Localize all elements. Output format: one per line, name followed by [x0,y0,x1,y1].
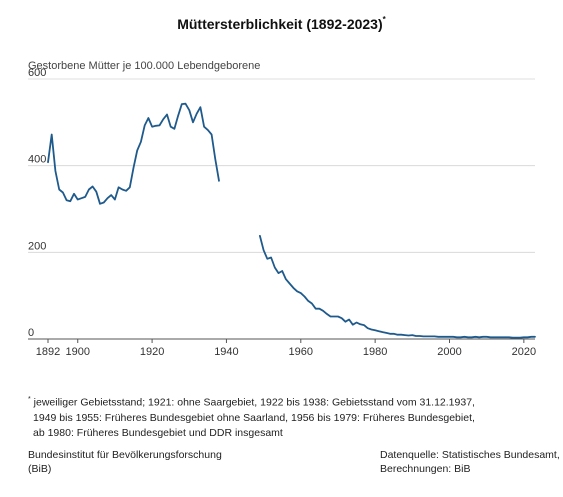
series-line-segment-2 [258,234,536,339]
footnote: * jeweiliger Gebietsstand; 1921: ohne Sa… [28,392,475,441]
x-tick-label-1892: 1892 [36,346,60,358]
footnote-line-2: 1949 bis 1955: Früheres Bundesgebiet ohn… [33,411,475,424]
y-axis-label: Gestorbene Mütter je 100.000 Lebendgebor… [28,60,261,72]
x-tick-label-1980: 1980 [363,346,387,358]
publisher-name: Bundesinstitut für Bevölkerungsforschung [28,449,222,461]
y-tick-label-0: 0 [28,327,34,339]
x-tick-labels: 1892 1900 1920 1940 1960 1980 2000 2020 [36,339,536,358]
publisher: Bundesinstitut für Bevölkerungsforschung… [28,448,248,476]
y-tick-labels: 0 200 400 600 [28,67,46,339]
grid-lines [28,78,535,340]
source-line-2: Berechnungen: BiB [380,463,471,475]
series-line-segment-1 [47,102,220,205]
y-tick-label-200: 200 [28,240,46,252]
x-tick-label-2000: 2000 [437,346,461,358]
chart-title: Müttersterblichkeit (1892-2023)* [177,15,386,32]
y-tick-label-600: 600 [28,67,46,79]
footnote-line-1: * jeweiliger Gebietsstand; 1921: ohne Sa… [28,396,475,409]
x-tick-label-1900: 1900 [65,346,89,358]
footnote-line-3: ab 1980: Früheres Bundesgebiet und DDR i… [33,426,283,439]
data-source: Datenquelle: Statistisches Bundesamt, Be… [380,448,560,476]
publisher-abbrev: (BiB) [28,463,52,475]
source-line-1: Datenquelle: Statistisches Bundesamt, [380,449,560,461]
y-tick-label-400: 400 [28,154,46,166]
footnote-marker: * [28,396,31,403]
x-tick-label-2020: 2020 [512,346,536,358]
x-tick-label-1960: 1960 [289,346,313,358]
data-series [47,102,536,339]
x-tick-label-1940: 1940 [214,346,238,358]
title-footnote-marker: * [382,15,386,25]
x-tick-label-1920: 1920 [140,346,164,358]
